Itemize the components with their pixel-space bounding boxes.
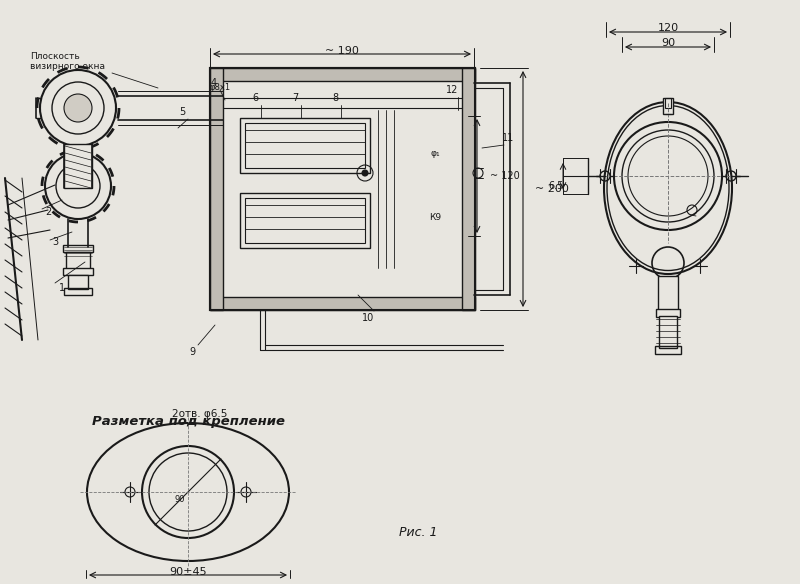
Text: 90±45: 90±45	[169, 567, 207, 577]
Bar	[63, 268, 93, 275]
Bar	[240, 193, 370, 248]
Bar	[665, 98, 671, 108]
Bar	[663, 98, 673, 114]
Text: 3: 3	[52, 237, 58, 247]
Text: 9: 9	[189, 347, 195, 357]
Bar	[655, 346, 681, 354]
Ellipse shape	[604, 102, 732, 274]
Bar	[245, 198, 365, 243]
Text: 90: 90	[174, 495, 186, 505]
Bar	[462, 68, 475, 310]
Bar	[210, 68, 223, 310]
Bar	[240, 118, 370, 173]
Text: Плоскость
визирного окна: Плоскость визирного окна	[30, 52, 105, 71]
Bar	[658, 276, 678, 311]
Bar	[64, 288, 92, 295]
Text: ~ 120: ~ 120	[490, 171, 520, 181]
Bar	[210, 68, 475, 310]
Text: 120: 120	[658, 23, 678, 33]
Bar	[659, 316, 677, 348]
Text: 6.5: 6.5	[548, 181, 564, 191]
Text: Разметка под крепление: Разметка под крепление	[91, 415, 285, 429]
Text: 10: 10	[362, 313, 374, 323]
Bar	[210, 68, 475, 81]
Text: φ8x1: φ8x1	[210, 82, 230, 92]
Bar	[68, 275, 88, 289]
Text: 90: 90	[661, 38, 675, 48]
Text: К9: К9	[429, 214, 441, 223]
Text: 8: 8	[332, 93, 338, 103]
Text: 2отв. φ6.5: 2отв. φ6.5	[172, 409, 228, 419]
Text: 5: 5	[179, 107, 185, 117]
Text: ~ 190: ~ 190	[325, 46, 359, 56]
Bar	[656, 309, 680, 317]
Bar	[210, 297, 475, 310]
Circle shape	[64, 94, 92, 122]
Text: 7: 7	[292, 93, 298, 103]
Text: 4: 4	[211, 78, 217, 88]
Text: ~ 200: ~ 200	[535, 184, 569, 194]
Bar	[245, 123, 365, 168]
Text: 11: 11	[502, 133, 514, 143]
Text: 1: 1	[59, 283, 65, 293]
Bar	[64, 144, 92, 188]
Text: Рис. 1: Рис. 1	[398, 526, 438, 538]
Text: 12: 12	[446, 85, 458, 95]
Bar	[66, 252, 90, 270]
Bar	[63, 245, 93, 252]
Text: 6: 6	[252, 93, 258, 103]
Bar	[210, 68, 475, 310]
Circle shape	[362, 170, 368, 176]
Text: φ₁: φ₁	[430, 148, 440, 158]
Text: 2: 2	[45, 207, 51, 217]
